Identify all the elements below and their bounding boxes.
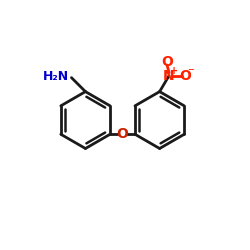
Text: O: O <box>161 55 173 69</box>
Text: N: N <box>163 69 175 83</box>
Text: ⁻: ⁻ <box>187 66 194 79</box>
Text: +: + <box>170 66 178 76</box>
Text: O: O <box>179 69 191 83</box>
Text: H₂N: H₂N <box>43 70 69 83</box>
Text: O: O <box>116 127 128 141</box>
